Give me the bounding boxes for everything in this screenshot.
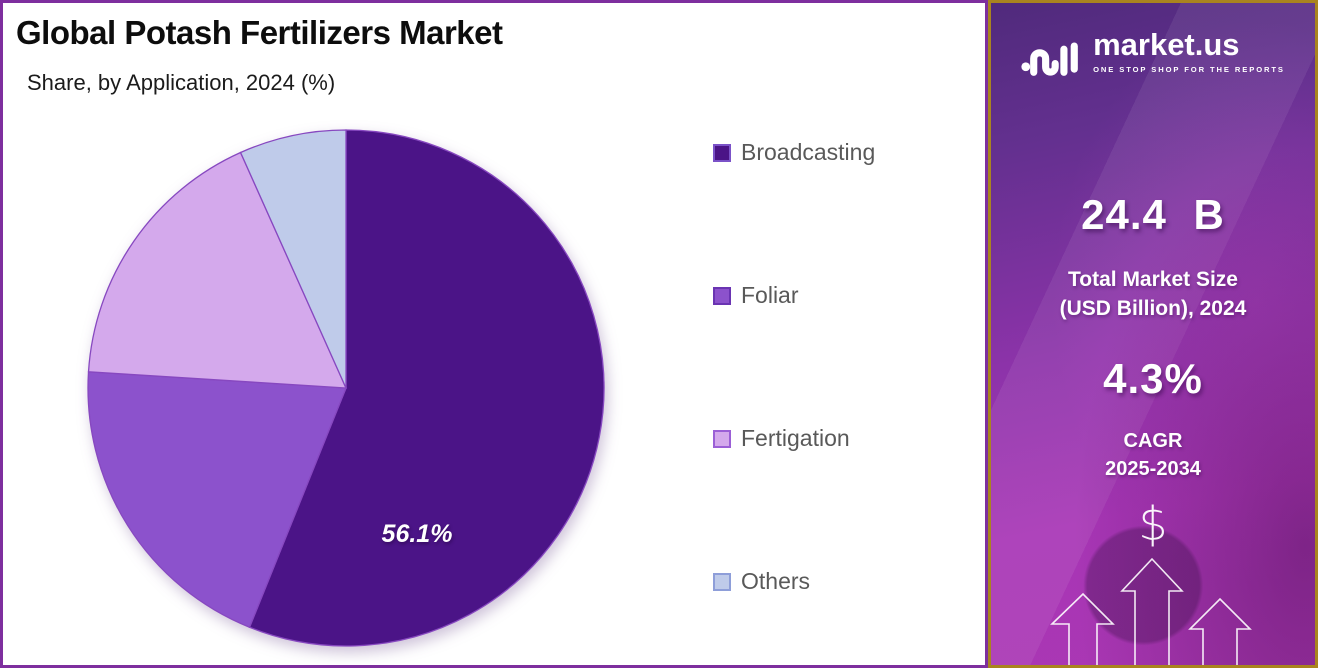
- legend-label: Fertigation: [741, 425, 850, 451]
- legend-swatch-others: [713, 572, 731, 591]
- pie-chart: [85, 127, 607, 649]
- market-size-label-line2: (USD Billion), 2024: [1059, 297, 1247, 321]
- chart-legend: Broadcasting Foliar Fertigation Others: [713, 141, 963, 593]
- pie-slice-fertigation: [87, 151, 348, 389]
- legend-item-fertigation: Fertigation: [713, 427, 963, 450]
- pie-slice-value-label: 56.1%: [381, 520, 453, 548]
- pie-chart-svg: [87, 129, 605, 647]
- legend-swatch-fertigation: [713, 429, 731, 448]
- cagr-value: 4.3%: [1103, 355, 1203, 402]
- brand-wordmark: market.us: [1093, 27, 1240, 62]
- legend-swatch-broadcasting: [713, 143, 731, 162]
- legend-label: Foliar: [741, 282, 799, 308]
- market-size-label-line1: Total Market Size: [1068, 268, 1238, 291]
- legend-swatch-foliar: [713, 286, 731, 305]
- page-subtitle: Share, by Application, 2024 (%): [27, 70, 336, 95]
- pie-slice-foliar: [87, 371, 347, 629]
- cagr-label-line2: 2025-2034: [1105, 458, 1201, 480]
- legend-item-broadcasting: Broadcasting: [713, 141, 963, 164]
- pie-slice-broadcasting: [248, 129, 605, 647]
- brand-text: market.us ONE STOP SHOP FOR THE REPORTS: [1093, 29, 1285, 74]
- cagr-label: CAGR 2025-2034: [991, 427, 1315, 483]
- market-size-label: Total Market Size (USD Billion), 2024: [991, 265, 1315, 324]
- brand-tagline: ONE STOP SHOP FOR THE REPORTS: [1093, 65, 1285, 74]
- brand-block: market.us ONE STOP SHOP FOR THE REPORTS: [991, 29, 1315, 81]
- legend-item-foliar: Foliar: [713, 284, 963, 307]
- legend-label: Others: [741, 568, 811, 594]
- pie-slice-others: [239, 129, 347, 389]
- legend-item-others: Others: [713, 570, 963, 593]
- growth-arrows-icon: [1050, 557, 1252, 665]
- page-title: Global Potash Fertilizers Market: [16, 14, 503, 51]
- cagr-label-line1: CAGR: [1123, 430, 1183, 452]
- market-size-value: 24.4 B: [1081, 191, 1225, 238]
- market-us-logo-icon: [1021, 42, 1078, 76]
- promo-panel: market.us ONE STOP SHOP FOR THE REPORTS …: [988, 0, 1318, 668]
- legend-label: Broadcasting: [741, 139, 876, 165]
- dollar-icon: $: [1138, 497, 1168, 551]
